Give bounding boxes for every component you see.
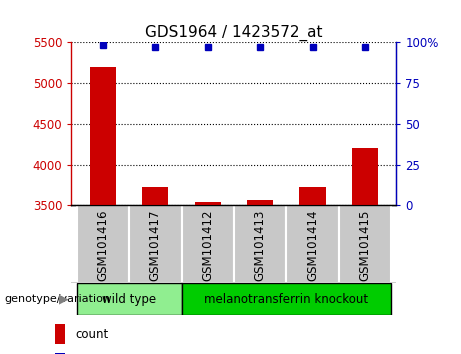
- Bar: [55, 353, 65, 354]
- Bar: [182, 205, 234, 283]
- Text: genotype/variation: genotype/variation: [5, 294, 111, 304]
- Title: GDS1964 / 1423572_at: GDS1964 / 1423572_at: [145, 25, 323, 41]
- Bar: [195, 202, 221, 205]
- Bar: [90, 67, 116, 205]
- Bar: [77, 205, 129, 283]
- Text: ▶: ▶: [59, 293, 68, 306]
- Text: GSM101416: GSM101416: [96, 209, 109, 281]
- Text: wild type: wild type: [102, 293, 156, 306]
- Text: GSM101413: GSM101413: [254, 209, 266, 281]
- Bar: [182, 283, 391, 315]
- Bar: [129, 205, 182, 283]
- Bar: [234, 205, 286, 283]
- Bar: [300, 187, 325, 205]
- Text: GSM101415: GSM101415: [359, 209, 372, 281]
- Bar: [286, 205, 339, 283]
- Text: count: count: [76, 328, 109, 341]
- Text: melanotransferrin knockout: melanotransferrin knockout: [204, 293, 368, 306]
- Text: GSM101414: GSM101414: [306, 209, 319, 281]
- Text: GSM101412: GSM101412: [201, 209, 214, 281]
- Bar: [339, 205, 391, 283]
- Bar: [77, 283, 182, 315]
- Bar: [247, 200, 273, 205]
- Bar: [142, 187, 168, 205]
- Bar: [55, 324, 65, 344]
- Text: GSM101417: GSM101417: [149, 209, 162, 281]
- Bar: [352, 148, 378, 205]
